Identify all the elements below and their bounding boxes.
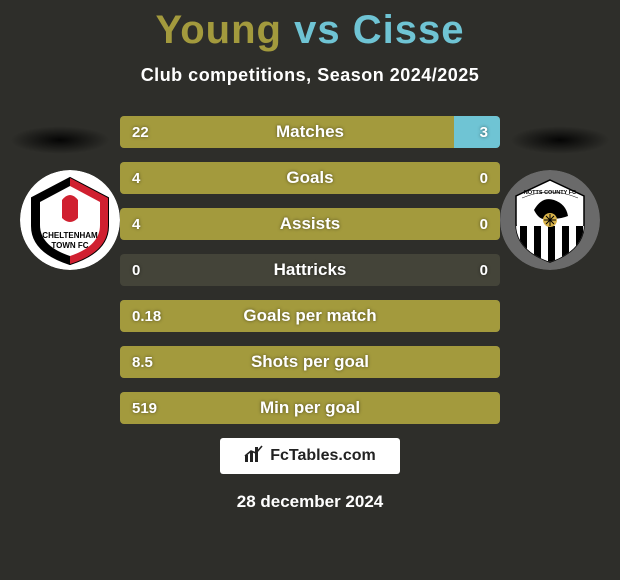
stat-label: Hattricks	[120, 254, 500, 286]
stat-label: Shots per goal	[120, 346, 500, 378]
stat-label: Matches	[120, 116, 500, 148]
svg-text:NOTTS COUNTY FC: NOTTS COUNTY FC	[524, 190, 576, 196]
stat-label: Assists	[120, 208, 500, 240]
stat-row: 40Assists	[120, 208, 500, 240]
stat-row: 519Min per goal	[120, 392, 500, 424]
chart-icon	[244, 445, 264, 468]
player2-shadow	[510, 126, 610, 154]
stat-row: 0.18Goals per match	[120, 300, 500, 332]
cheltenham-town-badge: CHELTENHAM TOWN FC	[20, 170, 120, 270]
player1-shadow	[10, 126, 110, 154]
title-vs: vs	[294, 8, 341, 52]
watermark: FcTables.com	[220, 438, 400, 474]
svg-text:TOWN FC: TOWN FC	[51, 241, 88, 250]
comparison-bars: 223Matches 40Goals 40Assists 00Hattricks 0.1…	[120, 116, 500, 424]
page-title: Young vs Cisse	[0, 0, 620, 53]
title-player1: Young	[156, 8, 282, 52]
stat-row: 8.5Shots per goal	[120, 346, 500, 378]
stat-row: 40Goals	[120, 162, 500, 194]
notts-county-badge: NOTTS COUNTY FC	[500, 170, 600, 270]
title-player2: Cisse	[353, 8, 465, 52]
watermark-text: FcTables.com	[270, 447, 376, 465]
stat-label: Goals	[120, 162, 500, 194]
stat-row: 223Matches	[120, 116, 500, 148]
stat-label: Min per goal	[120, 392, 500, 424]
svg-text:CHELTENHAM: CHELTENHAM	[42, 231, 98, 240]
date: 28 december 2024	[0, 492, 620, 512]
stat-row: 00Hattricks	[120, 254, 500, 286]
subtitle: Club competitions, Season 2024/2025	[0, 65, 620, 86]
stat-label: Goals per match	[120, 300, 500, 332]
